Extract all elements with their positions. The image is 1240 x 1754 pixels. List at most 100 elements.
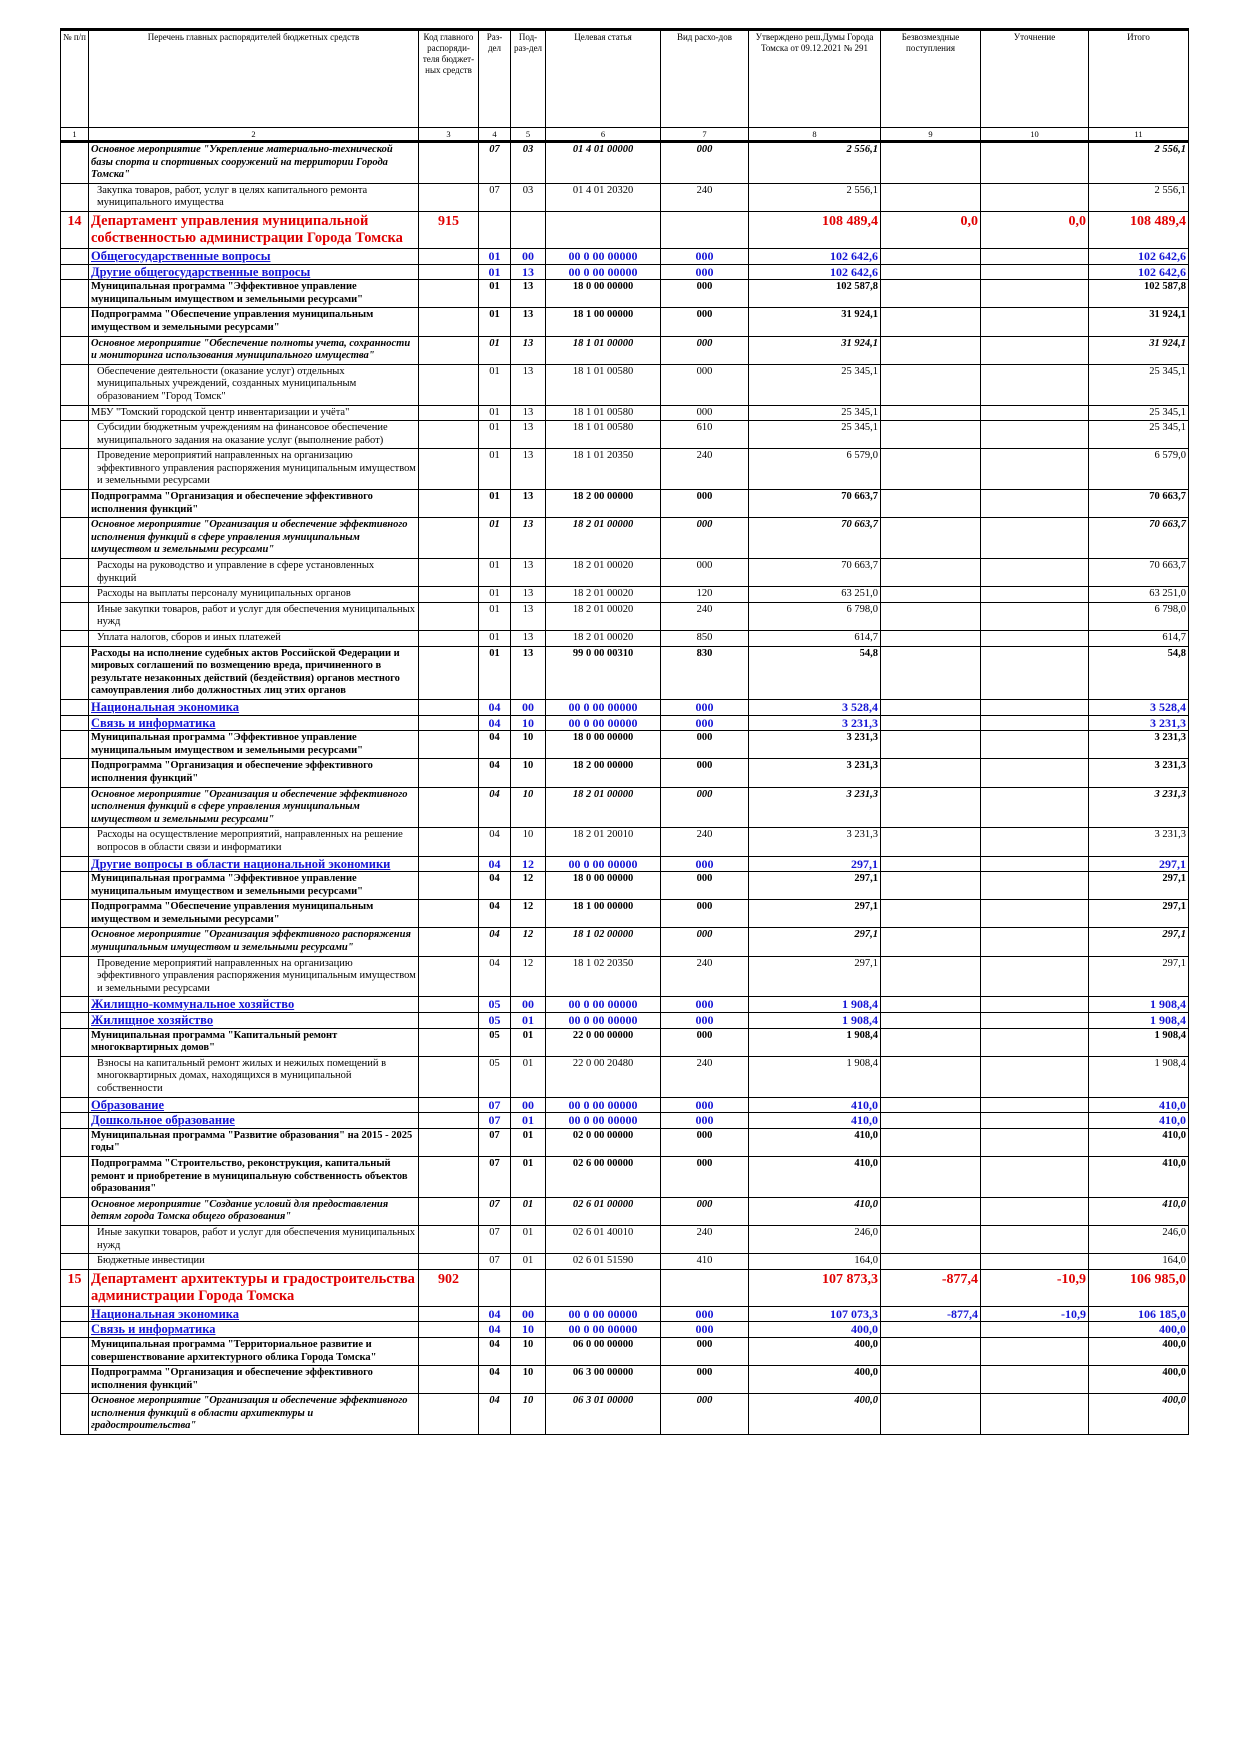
code: 410 (660, 1253, 749, 1270)
empty-cell (60, 1112, 89, 1129)
code: 10 (510, 786, 546, 829)
code: 00 (510, 996, 546, 1014)
code: 03 (510, 141, 546, 184)
code: 12 (510, 871, 546, 901)
amount: 614,7 (748, 630, 881, 647)
amount: 400,0 (748, 1321, 881, 1338)
empty-cell (418, 1112, 479, 1129)
row-name: Расходы на исполнение судебных актов Рос… (88, 645, 419, 700)
empty-cell (418, 363, 479, 406)
empty-cell (60, 448, 89, 491)
amount: 297,1 (748, 855, 881, 873)
table-row: Основное мероприятие "Организация и обес… (60, 786, 1189, 829)
code: 00 0 00 00000 (545, 996, 661, 1014)
row-name: Закупка товаров, работ, услуг в целях ка… (88, 182, 419, 212)
code: 18 2 01 00000 (545, 786, 661, 829)
code: 915 (418, 210, 479, 249)
column-number-row: 1 2 3 4 5 6 7 8 9 10 11 (60, 127, 1189, 142)
amount: 106 985,0 (1088, 1268, 1189, 1307)
code: 07 (478, 1112, 511, 1129)
code: 12 (510, 955, 546, 998)
code: 01 (478, 363, 511, 406)
code: 10 (510, 758, 546, 788)
row-name: Расходы на выплаты персоналу муниципальн… (88, 586, 419, 603)
amount: 2 556,1 (748, 141, 881, 184)
amount: 102 642,6 (748, 263, 881, 281)
row-name: Основное мероприятие "Организация и обес… (88, 517, 419, 560)
code: 01 (510, 1027, 546, 1057)
empty-cell (880, 307, 981, 337)
empty-cell (880, 247, 981, 265)
code: 18 1 00 00000 (545, 307, 661, 337)
row-name: Основное мероприятие "Организация и обес… (88, 786, 419, 829)
code: 04 (478, 730, 511, 760)
row-name: Общегосударственные вопросы (88, 247, 419, 265)
table-row: Муниципальная программа "Капитальный рем… (60, 1027, 1189, 1057)
amount: 410,0 (1088, 1127, 1189, 1157)
row-name: Муниципальная программа "Эффективное упр… (88, 279, 419, 309)
code: 01 (478, 489, 511, 519)
table-body: Основное мероприятие "Укрепление материа… (60, 141, 1189, 1436)
code: 830 (660, 645, 749, 700)
code: 000 (660, 1096, 749, 1114)
amount: 31 924,1 (748, 307, 881, 337)
code: 01 4 01 00000 (545, 141, 661, 184)
amount: 400,0 (1088, 1365, 1189, 1395)
amount: 410,0 (1088, 1155, 1189, 1198)
table-row: Подпрограмма "Организация и обеспечение … (60, 489, 1189, 519)
column-number: 1 (60, 127, 89, 142)
code: 03 (510, 182, 546, 212)
empty-cell (880, 601, 981, 632)
code: 18 1 01 00580 (545, 420, 661, 450)
empty-cell (60, 899, 89, 929)
empty-cell (418, 714, 479, 732)
code: 00 0 00 00000 (545, 1012, 661, 1029)
row-name: Национальная экономика (88, 1305, 419, 1323)
empty-cell (980, 586, 1089, 603)
code: 02 0 00 00000 (545, 1127, 661, 1157)
code: 000 (660, 1012, 749, 1029)
code: 06 3 00 00000 (545, 1365, 661, 1395)
empty-cell (980, 955, 1089, 998)
empty-cell (418, 786, 479, 829)
code: 18 2 01 00020 (545, 586, 661, 603)
code: 07 (478, 1253, 511, 1270)
empty-cell (418, 558, 479, 588)
table-row: Бюджетные инвестиции 07 01 02 6 01 51590 410… (60, 1253, 1189, 1270)
empty-cell (60, 645, 89, 700)
code: 240 (660, 955, 749, 998)
code: 07 (478, 1224, 511, 1255)
code: 15 (60, 1268, 89, 1307)
table-row: Субсидии бюджетным учреждениям на финанс… (60, 420, 1189, 450)
row-name: МБУ "Томский городской центр инвентариза… (88, 404, 419, 422)
amount: -877,4 (880, 1268, 981, 1307)
code: 000 (660, 1112, 749, 1129)
empty-cell (880, 714, 981, 732)
empty-cell (60, 489, 89, 519)
empty-cell (980, 758, 1089, 788)
amount: 54,8 (748, 645, 881, 700)
code: 13 (510, 645, 546, 700)
row-name: Муниципальная программа "Капитальный рем… (88, 1027, 419, 1057)
amount: 70 663,7 (1088, 558, 1189, 588)
amount: 410,0 (1088, 1112, 1189, 1129)
empty-cell (418, 630, 479, 647)
empty-cell (418, 1055, 479, 1098)
amount: 6 798,0 (1088, 601, 1189, 632)
amount: 0,0 (980, 210, 1089, 249)
row-name: Муниципальная программа "Территориальное… (88, 1336, 419, 1367)
code: 00 0 00 00000 (545, 1321, 661, 1338)
code: 04 (478, 786, 511, 829)
code: 000 (660, 1336, 749, 1367)
empty-cell (545, 1268, 661, 1307)
code: 04 (478, 1365, 511, 1395)
row-name: Иные закупки товаров, работ и услуг для … (88, 601, 419, 632)
code: 000 (660, 1321, 749, 1338)
code: 000 (660, 1305, 749, 1323)
code: 12 (510, 927, 546, 957)
row-name: Основное мероприятие "Укрепление материа… (88, 141, 419, 184)
code: 06 0 00 00000 (545, 1336, 661, 1367)
amount: 63 251,0 (1088, 586, 1189, 603)
empty-cell (418, 517, 479, 560)
empty-cell (60, 1224, 89, 1255)
